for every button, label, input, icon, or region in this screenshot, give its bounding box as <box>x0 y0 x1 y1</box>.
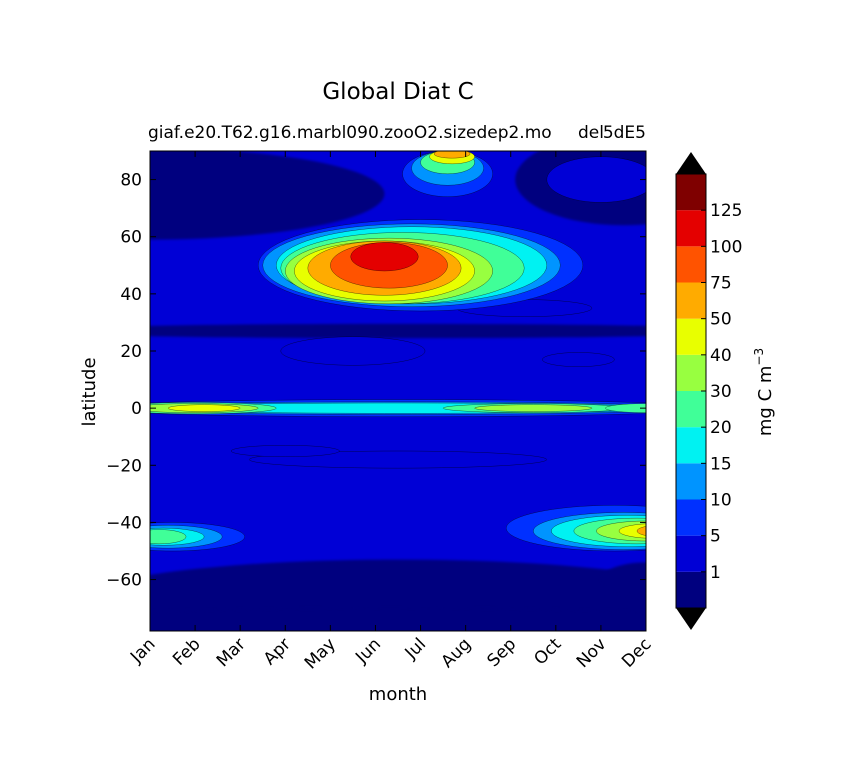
colorbar-segment <box>676 463 706 500</box>
x-tick-label: Jan <box>126 634 159 667</box>
colorbar-segment <box>676 427 706 464</box>
contour-region <box>600 562 646 597</box>
y-tick-label: 40 <box>120 285 142 305</box>
colorbar-segment <box>676 210 706 247</box>
chart-subtitle-left: giaf.e20.T62.g16.marbl090.zooO2.sizedep2… <box>148 123 552 143</box>
colorbar-tick-label: 15 <box>710 454 732 474</box>
chart-subtitle-overlap: del <box>578 123 604 143</box>
contour-region <box>542 352 615 367</box>
contour-region <box>433 151 471 159</box>
x-tick-label: Dec <box>618 634 655 671</box>
colorbar-segment <box>676 318 706 355</box>
contour-region <box>636 526 646 536</box>
chart-title: Global Diat C <box>322 79 473 105</box>
contour-region <box>150 323 646 339</box>
colorbar-tick-label: 100 <box>710 237 742 257</box>
x-tick-label: Aug <box>438 634 476 672</box>
x-tick-label: Oct <box>530 634 565 669</box>
x-tick-label: Nov <box>573 634 611 672</box>
x-tick-label: May <box>301 634 340 673</box>
y-tick-label: −40 <box>106 513 142 533</box>
colorbar-segment <box>676 391 706 428</box>
contour-region <box>248 450 548 469</box>
contour-region <box>230 445 340 457</box>
colorbar-segment <box>676 571 706 608</box>
y-axis: 80 60 40 20 0 −20 −40 −60 <box>106 171 646 591</box>
y-tick-label: 20 <box>120 342 142 362</box>
colorbar-label-text: mg C m <box>755 366 776 437</box>
x-tick-label: Jun <box>351 634 385 668</box>
contour-region <box>150 529 187 545</box>
y-tick-label: 60 <box>120 228 142 248</box>
x-tick-label: Mar <box>213 634 250 671</box>
contour-region <box>150 151 385 240</box>
colorbar-tick-label: 125 <box>710 201 742 221</box>
colorbar-tick-label: 40 <box>710 346 732 366</box>
colorbar-tick-label: 5 <box>710 527 721 547</box>
colorbar-tick-label: 30 <box>710 382 732 402</box>
colorbar-segment <box>676 246 706 283</box>
y-tick-label: 0 <box>131 399 142 419</box>
colorbar-tick-label: 1 <box>710 563 721 583</box>
colorbar-under-triangle <box>676 608 706 630</box>
contour-region <box>618 523 646 539</box>
colorbar-label: mg C m−3 <box>752 348 776 436</box>
x-tick-label: Sep <box>483 634 520 671</box>
y-axis-label: latitude <box>79 357 100 426</box>
contour-region <box>605 403 646 413</box>
contour-region <box>150 608 646 631</box>
x-tick-label: Feb <box>169 634 204 669</box>
colorbar-label-exponent: −3 <box>752 348 766 366</box>
contour-region <box>546 156 646 203</box>
y-tick-label: 80 <box>120 171 142 191</box>
colorbar-tick-label: 10 <box>710 491 732 511</box>
colorbar-segment <box>676 535 706 572</box>
x-tick-label: Jul <box>401 634 430 663</box>
colorbar-segment <box>676 354 706 391</box>
colorbar-tick-label: 20 <box>710 418 732 438</box>
contour-region <box>474 404 593 412</box>
contour-region <box>167 404 241 412</box>
x-tick-label: Apr <box>260 634 295 669</box>
svg-text:mg C m−3: mg C m−3 <box>752 348 776 436</box>
contour-region <box>350 242 419 272</box>
plot-area <box>150 151 646 631</box>
contour-region <box>280 336 426 366</box>
colorbar-over-triangle <box>676 152 706 174</box>
contour-regions <box>150 151 646 552</box>
x-axis-label: month <box>369 684 427 705</box>
colorbar-tick-label: 75 <box>710 274 732 294</box>
plot-frame <box>149 150 647 632</box>
chart-subtitle-right: 5dE5 <box>603 123 646 143</box>
colorbar-segment <box>676 174 706 211</box>
y-tick-label: −20 <box>106 456 142 476</box>
colorbar-tick-label: 50 <box>710 310 732 330</box>
y-tick-label: −60 <box>106 571 142 591</box>
colorbar-segment <box>676 282 706 319</box>
colorbar-segment <box>676 499 706 536</box>
